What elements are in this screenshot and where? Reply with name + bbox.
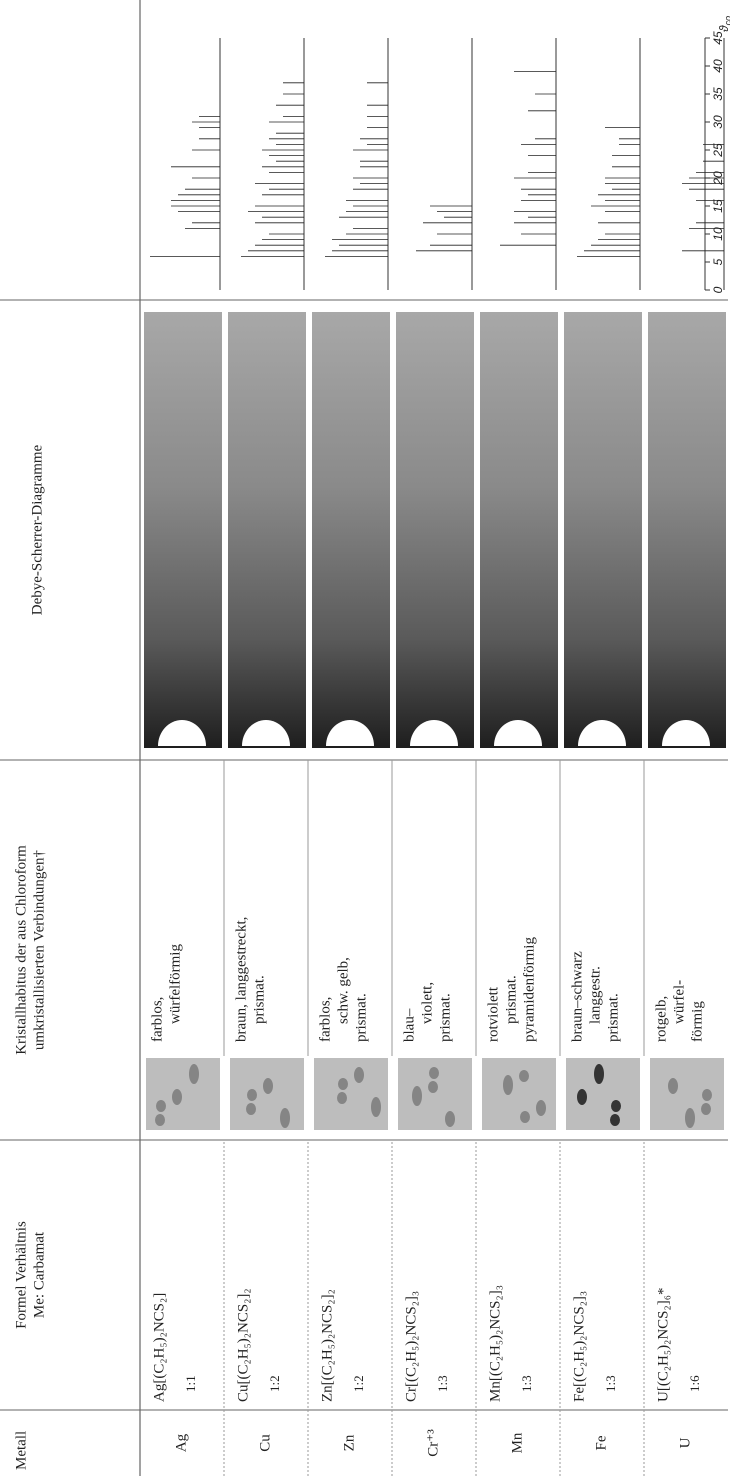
ratio: 1:2 (351, 1375, 366, 1392)
debye-photo (144, 312, 222, 748)
header-habit: Kristallhabitus der aus Chloroform (13, 845, 29, 1055)
habit: blau– (401, 1008, 417, 1042)
debye-photo (648, 312, 726, 748)
formula: Cr[(C₂H₅)₂NCS₂]₃ (403, 1291, 419, 1402)
crystal (577, 1089, 587, 1105)
debye-photo (396, 312, 474, 748)
formula: Cu[(C₂H₅)₂NCS₂]₂ (235, 1288, 251, 1402)
axis-tick-label: 0 (711, 286, 725, 293)
crystal (611, 1100, 621, 1112)
axis-tick-label: 15 (711, 199, 725, 213)
crystal (594, 1064, 604, 1084)
crystal (685, 1108, 695, 1128)
habit: prismat. (503, 975, 519, 1024)
crystal (519, 1070, 529, 1082)
metal: Fe (593, 1435, 609, 1450)
habit: farblos, (149, 997, 165, 1042)
crystal (702, 1089, 712, 1101)
metal: Cu (257, 1434, 273, 1452)
formula: U[(C₂H₅)₂NCS₂]₆* (655, 1288, 671, 1402)
crystal (445, 1111, 455, 1127)
ratio: 1:1 (183, 1375, 198, 1392)
habit: rotviolett (485, 986, 501, 1042)
crystal (701, 1103, 711, 1115)
habit: violett, (419, 982, 435, 1024)
crystal (668, 1078, 678, 1094)
formula: Mn[(C₂H₅)₂NCS₂]₃ (487, 1285, 503, 1402)
habit: förmig (689, 1001, 705, 1042)
crystal-photo (482, 1058, 556, 1130)
crystal (520, 1111, 530, 1123)
formula: Ag[(C₂H₅)₂NCS₂] (151, 1293, 167, 1402)
habit: braun, langgestreckt, (233, 917, 249, 1042)
metal: Cr⁺³ (425, 1429, 441, 1457)
crystal (337, 1092, 347, 1104)
crystal (610, 1114, 620, 1126)
ratio: 1:3 (435, 1375, 450, 1392)
habit: würfel- (671, 980, 687, 1024)
debye-photo (480, 312, 558, 748)
axis-sub: co (723, 16, 730, 26)
habit: prismat. (353, 993, 369, 1042)
habit: prismat. (605, 993, 621, 1042)
crystal (263, 1078, 273, 1094)
formula: Zn[(C₂H₅)₂NCS₂]₂ (319, 1289, 335, 1402)
metal: Ag (173, 1433, 189, 1452)
crystal-photo (314, 1058, 388, 1130)
crystal (412, 1086, 422, 1106)
metal: U (677, 1437, 693, 1448)
page-svg: Metall Formel VerhältnisMe: Carbamat Krist… (0, 0, 730, 1476)
header-habit: umkristallisierten Verbindungen† (31, 849, 47, 1050)
habit: prismat. (437, 993, 453, 1042)
debye-photo (312, 312, 390, 748)
ratio: 1:3 (603, 1375, 618, 1392)
header-formula: Me: Carbamat (31, 1231, 47, 1318)
axis-label: ϑco (717, 16, 730, 32)
ratio: 1:6 (687, 1375, 702, 1392)
crystal (246, 1103, 256, 1115)
crystal (354, 1067, 364, 1083)
crystal (429, 1067, 439, 1079)
crystal (428, 1081, 438, 1093)
header-formula: Formel Verhältnis (13, 1221, 29, 1329)
header-metal: Metall (13, 1431, 29, 1470)
formula: Fe[(C₂H₅)₂NCS₂]₃ (571, 1291, 587, 1402)
debye-photo (564, 312, 642, 748)
axis-tick-label: 45 (711, 31, 725, 45)
habit: rotgelb, (653, 996, 669, 1042)
habit: prismat. (251, 975, 267, 1024)
habit: langgestr. (587, 966, 603, 1024)
ratio: 1:2 (267, 1375, 282, 1392)
crystal (280, 1108, 290, 1128)
axis-tick-label: 35 (711, 87, 725, 101)
axis-tick-label: 10 (711, 227, 725, 241)
crystal (503, 1075, 513, 1095)
rotated-table: Metall Formel VerhältnisMe: Carbamat Krist… (0, 0, 730, 1476)
habit: würfelförmig (167, 944, 183, 1024)
crystal (156, 1100, 166, 1112)
axis-tick-label: 25 (711, 143, 725, 158)
crystal (536, 1100, 546, 1116)
header-debye: Debye-Scherrer-Diagramme (29, 444, 45, 615)
crystal (189, 1064, 199, 1084)
debye-photo (228, 312, 306, 748)
crystal (247, 1089, 257, 1101)
axis-tick-label: 40 (711, 59, 725, 73)
crystal (172, 1089, 182, 1105)
habit: farblos, (317, 997, 333, 1042)
crystal (155, 1114, 165, 1126)
ratio: 1:3 (519, 1375, 534, 1392)
page: {"header": {"metal": "Metall", "formula"… (0, 0, 730, 1476)
metal: Zn (341, 1434, 357, 1451)
habit: schw. gelb, (335, 957, 351, 1024)
axis-tick-label: 5 (711, 258, 725, 265)
axis-tick-label: 30 (711, 115, 725, 129)
metal: Mn (509, 1432, 525, 1453)
habit: pyramidenförmig (521, 937, 537, 1042)
habit: braun–schwarz (569, 951, 585, 1042)
crystal-photo (230, 1058, 304, 1130)
crystal (338, 1078, 348, 1090)
crystal (371, 1097, 381, 1117)
